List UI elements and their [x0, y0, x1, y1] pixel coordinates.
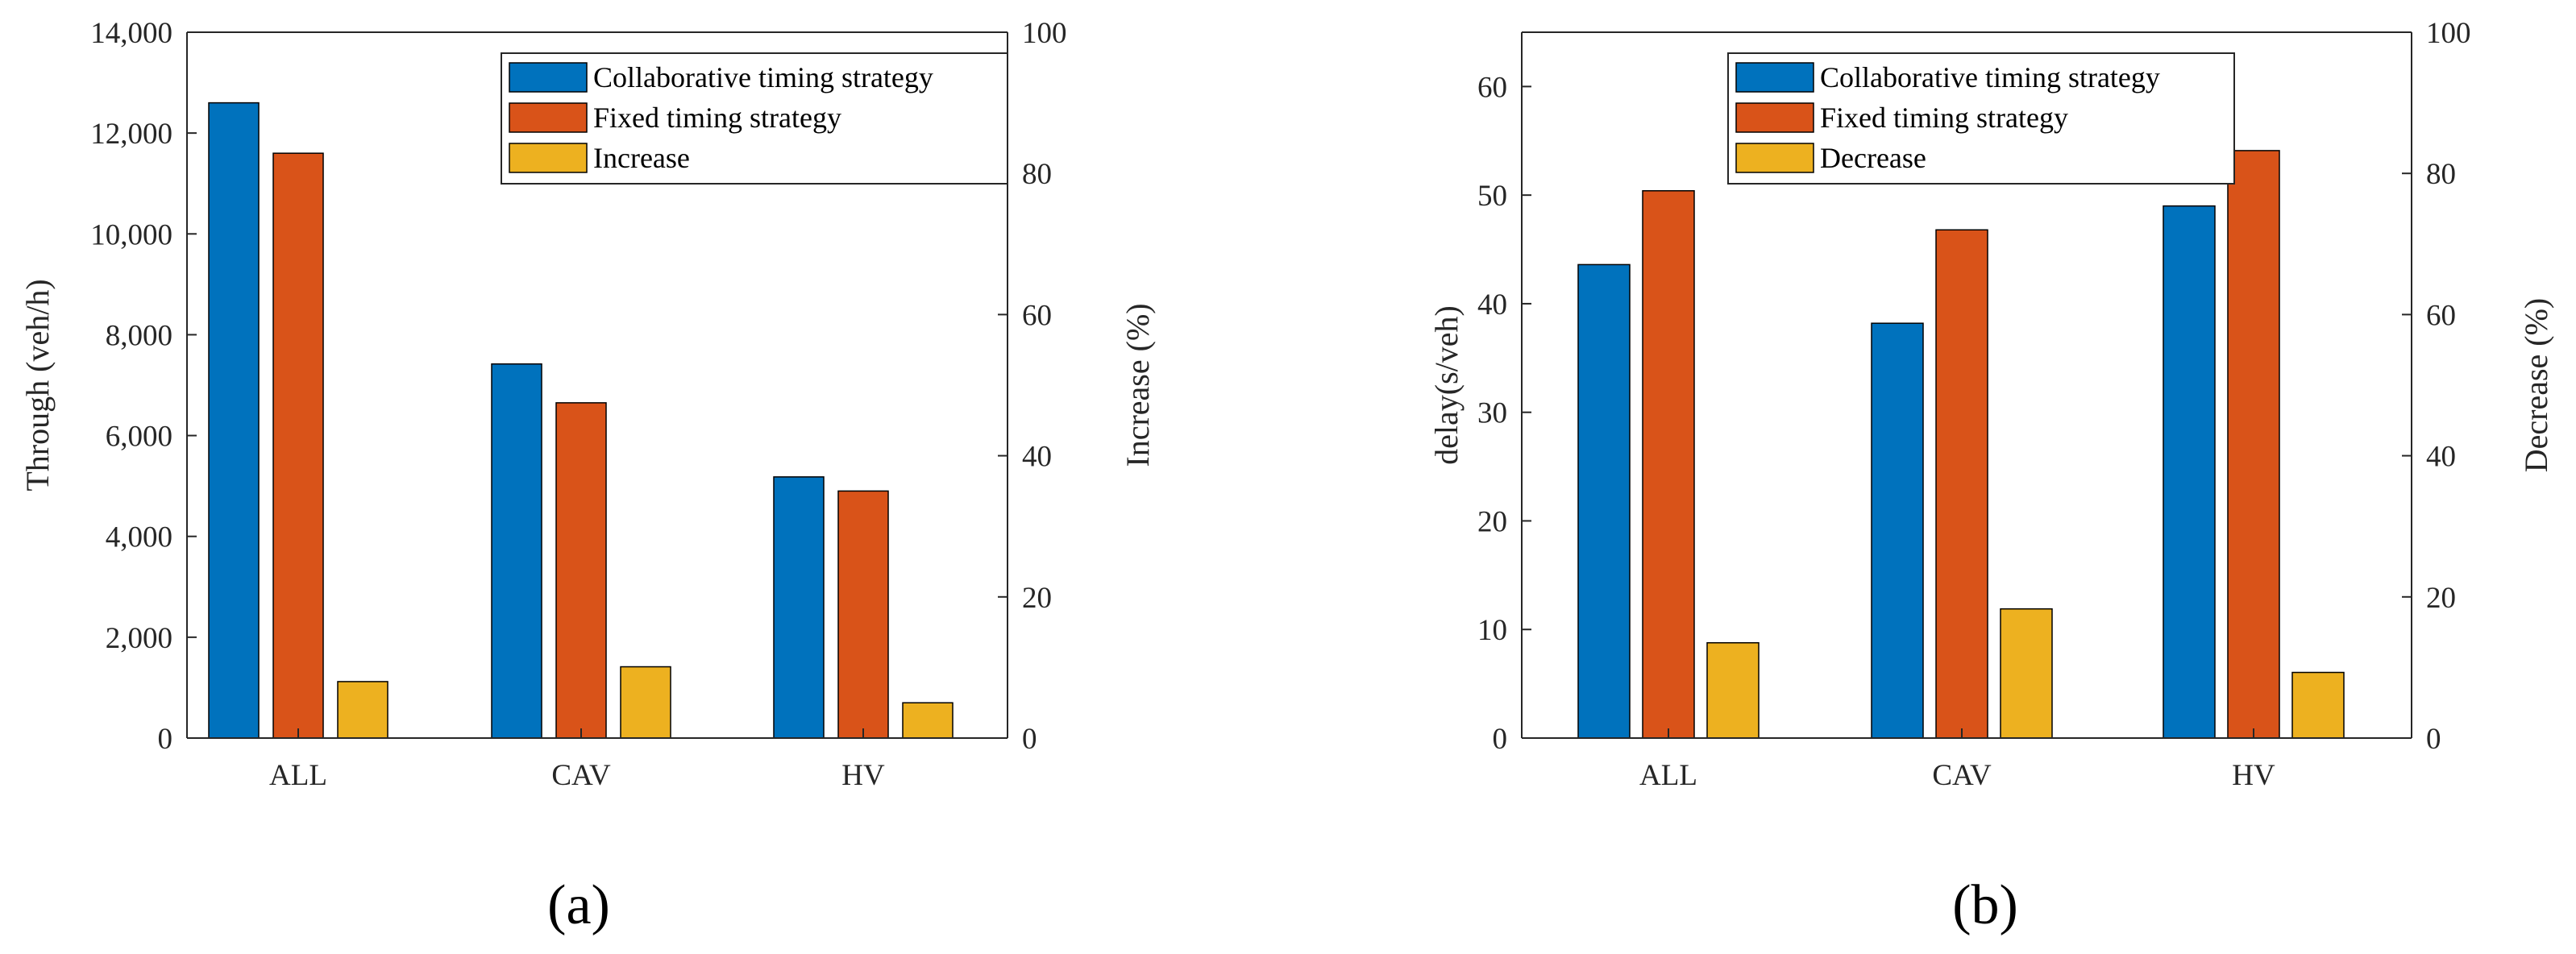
left-tick-label: 20 [1477, 505, 1507, 538]
x-tick-label: ALL [1639, 759, 1697, 792]
bar-collaborative-timing-strategy-all [1577, 263, 1631, 739]
left-tick-label: 0 [158, 723, 173, 756]
left-tick-label: 12,000 [90, 118, 172, 151]
right-tick-label: 100 [1022, 17, 1067, 50]
bar-increase-hv [902, 702, 954, 739]
bar-decrease-all [1706, 641, 1760, 739]
left-tick-label: 2,000 [106, 622, 172, 655]
bar-fixed-timing-strategy-hv [2227, 150, 2280, 739]
legend-swatch [1735, 62, 1814, 93]
x-tick-label: HV [2232, 759, 2275, 792]
panel-label-b: (b) [1952, 874, 2018, 936]
right-tick-label: 0 [2426, 723, 2441, 756]
bar-fixed-timing-strategy-cav [555, 402, 607, 739]
left-tick-label: 6,000 [106, 421, 172, 454]
right-tick-label: 20 [2426, 582, 2456, 615]
x-tick-label: CAV [1932, 759, 1992, 792]
legend-label: Decrease [1820, 142, 1926, 174]
right-tick-label: 60 [1022, 299, 1052, 332]
chart-b: 0 10 20 30 40 50 60 0 20 40 60 80 100 ALL CAV HV dela… [1428, 17, 2554, 936]
right-tick-label: 0 [1022, 723, 1037, 756]
left-tick-label: 10,000 [90, 218, 172, 251]
legend-label: Fixed timing strategy [1820, 102, 2068, 134]
chart-a-bars [208, 102, 954, 739]
bar-collaborative-timing-strategy-cav [1871, 322, 1924, 739]
chart-b-right-ticks: 0 20 40 60 80 100 [2402, 17, 2471, 756]
right-tick-label: 40 [1022, 441, 1052, 474]
chart-a: 02,0004,0006,0008,00010,00012,00014,000 … [19, 17, 1156, 936]
chart-b-x-ticks: ALL CAV HV [1639, 728, 2275, 792]
bar-fixed-timing-strategy-all [1642, 190, 1695, 739]
right-tick-label: 20 [1022, 582, 1052, 615]
legend-swatch [509, 143, 588, 173]
right-tick-label: 60 [2426, 299, 2456, 332]
legend-label: Collaborative timing strategy [593, 61, 933, 93]
legend-swatch [1735, 102, 1814, 133]
legend-label: Collaborative timing strategy [1820, 61, 2160, 93]
chart-b-left-ticks: 0 10 20 30 40 50 60 [1477, 71, 1531, 756]
left-tick-label: 4,000 [106, 521, 172, 554]
bar-fixed-timing-strategy-all [272, 152, 324, 739]
bar-increase-cav [620, 666, 671, 739]
left-tick-label: 40 [1477, 288, 1507, 321]
x-tick-label: ALL [269, 759, 327, 792]
x-tick-label: CAV [551, 759, 611, 792]
right-tick-label: 80 [2426, 158, 2456, 191]
bar-decrease-hv [2291, 671, 2345, 739]
legend-swatch [509, 102, 588, 133]
left-tick-label: 50 [1477, 180, 1507, 213]
bar-collaborative-timing-strategy-cav [491, 363, 542, 739]
bar-collaborative-timing-strategy-all [208, 102, 260, 739]
left-tick-label: 60 [1477, 71, 1507, 104]
legend-label: Increase [593, 142, 690, 174]
legend-label: Fixed timing strategy [593, 102, 841, 134]
chart-b-legend: Collaborative timing strategy Fixed timin… [1727, 52, 2235, 185]
left-tick-label: 14,000 [90, 17, 172, 50]
legend-swatch [1735, 143, 1814, 173]
bar-collaborative-timing-strategy-hv [2163, 205, 2216, 739]
chart-a-ylabel: Through (veh/h) [19, 279, 56, 491]
left-tick-label: 10 [1477, 614, 1507, 647]
legend-swatch [509, 62, 588, 93]
right-tick-label: 80 [1022, 158, 1052, 191]
bar-fixed-timing-strategy-hv [837, 490, 889, 739]
bar-decrease-cav [2000, 608, 2053, 739]
right-tick-label: 40 [2426, 441, 2456, 474]
chart-a-right-ticks: 0 20 40 60 80 100 [998, 17, 1067, 756]
chart-a-legend: Collaborative timing strategy Fixed timin… [501, 52, 1008, 185]
chart-a-x-ticks: ALL CAV HV [269, 728, 885, 792]
chart-b-ylabel: delay(s/veh) [1428, 305, 1465, 465]
right-tick-label: 100 [2426, 17, 2471, 50]
left-tick-label: 0 [1493, 723, 1508, 756]
chart-a-left-ticks: 0 2,000 4,000 6,000 8,000 10,000 12,000 14,000 [90, 17, 197, 756]
left-tick-label: 30 [1477, 397, 1507, 430]
chart-b-bars [1577, 150, 2345, 739]
x-tick-label: HV [841, 759, 885, 792]
bar-increase-all [337, 681, 388, 739]
bar-fixed-timing-strategy-cav [1935, 229, 1988, 739]
left-tick-label: 8,000 [106, 319, 172, 352]
chart-a-ylabel-right: Increase (%) [1120, 303, 1156, 467]
bar-collaborative-timing-strategy-hv [773, 476, 825, 739]
panel-label-a: (a) [547, 874, 610, 936]
chart-b-ylabel-right: Decrease (%) [2518, 298, 2554, 473]
